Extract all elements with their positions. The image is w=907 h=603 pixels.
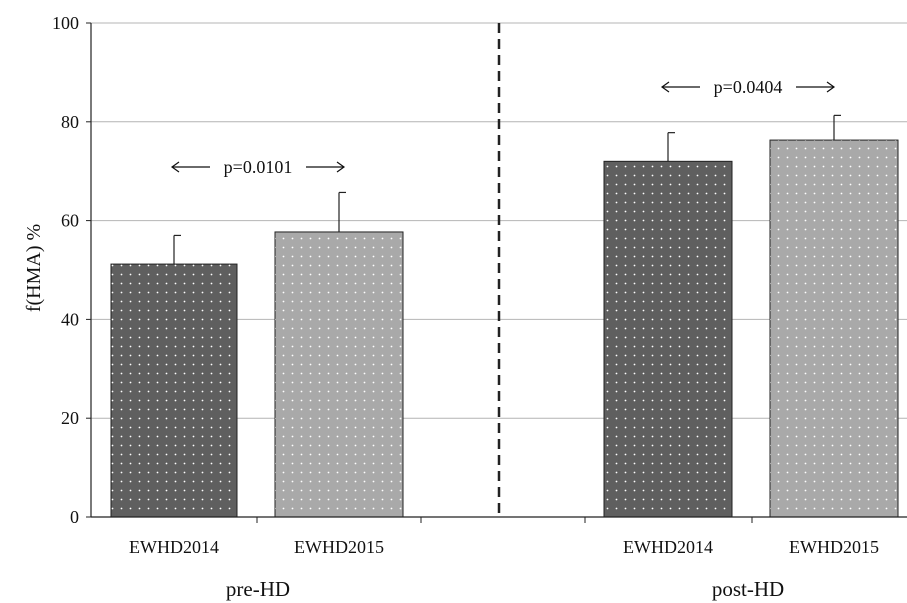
p-value-annotation: p=0.0101 bbox=[224, 157, 293, 177]
y-tick-label: 20 bbox=[61, 408, 79, 428]
category-label: EWHD2015 bbox=[294, 537, 384, 557]
y-axis-label: f(HMA) % bbox=[23, 224, 45, 312]
left-arrow-head bbox=[170, 161, 180, 173]
right-arrow-head bbox=[826, 81, 836, 93]
bar-texture bbox=[111, 264, 237, 517]
y-tick-label: 0 bbox=[70, 507, 79, 527]
group-label: post-HD bbox=[712, 577, 784, 601]
y-tick-label: 100 bbox=[52, 13, 79, 33]
y-tick-label: 40 bbox=[61, 309, 79, 329]
right-arrow-head bbox=[336, 161, 346, 173]
category-label: EWHD2014 bbox=[129, 537, 219, 557]
axes bbox=[86, 22, 907, 523]
bar-texture bbox=[275, 231, 403, 517]
y-tick-label: 80 bbox=[61, 112, 79, 132]
y-tick-label: 60 bbox=[61, 211, 79, 231]
category-label: EWHD2015 bbox=[789, 537, 879, 557]
p-value-annotation: p=0.0404 bbox=[714, 77, 783, 97]
group-label: pre-HD bbox=[226, 577, 290, 601]
bars bbox=[110, 139, 899, 518]
bar-texture bbox=[604, 161, 732, 517]
error-bars bbox=[173, 114, 841, 265]
left-arrow-head bbox=[660, 81, 670, 93]
category-label: EWHD2014 bbox=[623, 537, 713, 557]
bar-texture bbox=[770, 140, 898, 517]
